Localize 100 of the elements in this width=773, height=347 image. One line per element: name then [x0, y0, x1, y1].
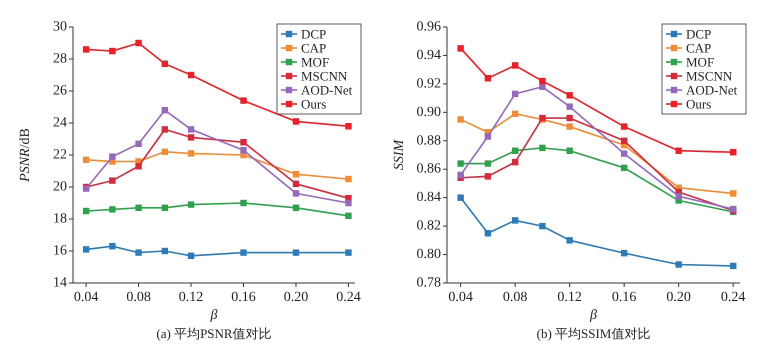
- point: [345, 200, 352, 206]
- point: [135, 140, 142, 147]
- y-axis-title: SSIM: [392, 138, 407, 170]
- point: [620, 250, 628, 256]
- x-tick-label: 0.12: [178, 290, 204, 305]
- point: [512, 148, 518, 154]
- y-tick-label: 0.86: [416, 162, 441, 177]
- y-tick-label: 18: [53, 212, 67, 226]
- point: [620, 138, 628, 144]
- point: [457, 116, 464, 123]
- point: [484, 230, 492, 236]
- point: [566, 103, 573, 110]
- point: [109, 177, 116, 184]
- point: [188, 126, 194, 133]
- point: [512, 90, 518, 98]
- point: [188, 252, 194, 259]
- point: [620, 123, 628, 130]
- y-tick-label: 26: [53, 84, 67, 98]
- point: [620, 164, 628, 171]
- legend-label: AOD-Net: [686, 82, 738, 98]
- x-tick-label: 0.20: [666, 290, 691, 305]
- point: [162, 107, 168, 114]
- point: [539, 222, 546, 230]
- point: [135, 204, 142, 211]
- point: [675, 193, 682, 200]
- point: [162, 148, 168, 155]
- point: [675, 148, 682, 154]
- point: [566, 92, 573, 98]
- point: [730, 148, 736, 156]
- point: [292, 204, 300, 211]
- x-tick-label: 0.04: [74, 290, 98, 305]
- point: [512, 158, 518, 166]
- point: [292, 118, 300, 125]
- legend-label: MOF: [686, 54, 714, 70]
- point: [240, 139, 247, 146]
- point: [457, 194, 464, 201]
- point: [539, 144, 546, 152]
- point: [484, 160, 492, 167]
- point: [109, 48, 116, 54]
- point: [188, 201, 194, 208]
- point: [457, 172, 464, 178]
- point: [566, 237, 573, 244]
- x-tick-label: 0.04: [448, 290, 473, 305]
- point: [82, 46, 90, 53]
- point: [675, 261, 682, 268]
- point: [240, 147, 247, 154]
- legend-label: Ours: [301, 96, 326, 112]
- y-tick-label: 24: [53, 116, 67, 130]
- y-tick-label: 16: [53, 244, 67, 258]
- x-axis-title: β: [210, 308, 218, 323]
- point: [484, 173, 492, 180]
- x-axis-title: β: [589, 308, 598, 323]
- point: [162, 60, 168, 67]
- y-tick-label: 28: [53, 52, 67, 66]
- x-tick-label: 0.24: [720, 290, 746, 305]
- point: [457, 45, 464, 52]
- point: [620, 150, 628, 157]
- point: [82, 246, 90, 253]
- y-tick-label: 22: [53, 148, 67, 162]
- x-tick-label: 0.24: [336, 290, 361, 305]
- y-tick-label: 0.78: [416, 276, 441, 290]
- point: [292, 171, 300, 178]
- point: [512, 62, 518, 69]
- point: [484, 75, 492, 82]
- point: [566, 123, 573, 130]
- y-axis-title: PSNR/dB: [18, 128, 33, 183]
- legend-label: MSCNN: [686, 68, 733, 84]
- x-tick-label: 0.08: [502, 290, 528, 305]
- point: [512, 110, 518, 117]
- point: [135, 40, 142, 46]
- point: [484, 133, 492, 140]
- point: [345, 176, 352, 182]
- x-tick-label: 0.08: [126, 290, 151, 305]
- point: [345, 212, 352, 219]
- point: [292, 180, 300, 187]
- y-tick-label: 0.84: [416, 190, 441, 206]
- y-tick-label: 0.92: [416, 76, 441, 92]
- legend-label: Ours: [686, 96, 712, 112]
- point: [162, 248, 168, 254]
- point: [109, 206, 116, 213]
- x-tick-label: 0.16: [231, 290, 256, 305]
- point: [457, 160, 464, 167]
- point: [162, 126, 168, 133]
- point: [109, 153, 116, 160]
- point: [730, 262, 736, 270]
- point: [109, 243, 116, 250]
- point: [162, 204, 168, 211]
- x-tick-label: 0.12: [557, 290, 582, 305]
- y-tick-label: 0.82: [416, 218, 441, 234]
- point: [345, 123, 352, 130]
- point: [512, 217, 518, 224]
- point: [292, 190, 300, 197]
- y-tick-label: 14: [53, 276, 67, 290]
- point: [188, 134, 194, 141]
- legend-label: DCP: [301, 26, 326, 42]
- legend-label: AOD-Net: [301, 82, 353, 98]
- y-tick-label: 0.94: [416, 48, 441, 63]
- point: [82, 156, 90, 163]
- legend-label: CAP: [301, 40, 326, 56]
- legend-label: CAP: [686, 40, 712, 56]
